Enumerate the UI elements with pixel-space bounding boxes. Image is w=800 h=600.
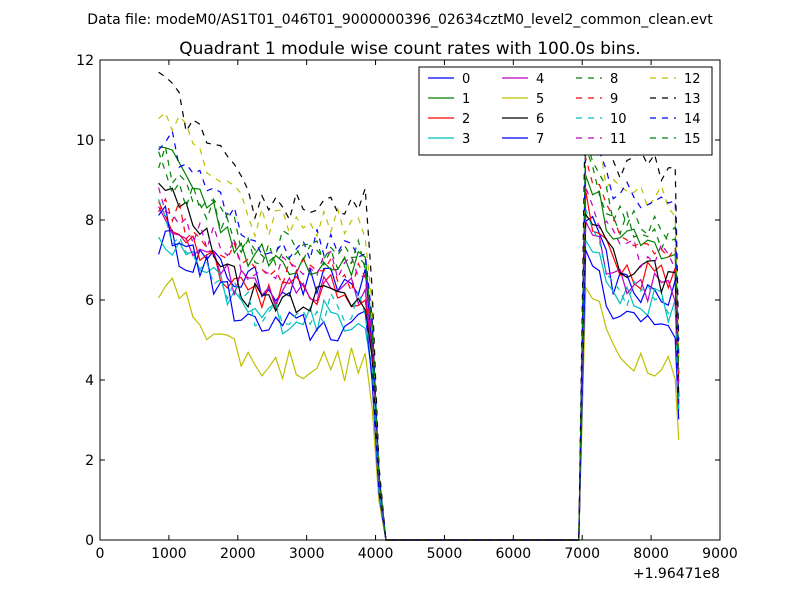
legend-label-9: 9: [610, 92, 618, 107]
y-tick-label: 4: [85, 373, 94, 389]
x-tick-label: 3000: [289, 546, 325, 562]
series-line-15: [158, 139, 680, 541]
y-tick-label: 6: [85, 293, 94, 309]
chart-title: Quadrant 1 module wise count rates with …: [179, 39, 640, 59]
x-tick-label: 2000: [220, 546, 256, 562]
legend-box: [418, 66, 713, 156]
legend-label-14: 14: [684, 112, 701, 127]
legend-label-5: 5: [536, 92, 544, 107]
series-line-4: [158, 206, 680, 541]
legend-label-1: 1: [462, 92, 470, 107]
series-line-6: [158, 182, 680, 541]
y-tick-label: 8: [85, 213, 94, 229]
series-line-8: [158, 147, 680, 541]
series-line-14: [158, 129, 680, 541]
series-line-9: [158, 157, 680, 541]
legend-label-12: 12: [684, 72, 701, 87]
legend-label-15: 15: [684, 132, 701, 147]
x-tick-label: 9000: [702, 546, 738, 562]
legend-label-7: 7: [536, 132, 544, 147]
tick-layer: 0 1000 2000 3000 4000 5000 6000 7000 8000 9000 0 2 4…: [76, 53, 738, 562]
y-tick-label: 12: [76, 53, 94, 69]
series-line-12: [158, 111, 680, 541]
series-layer: [158, 71, 680, 541]
x-offset-label: +1.96471e8: [633, 566, 720, 582]
x-tick-label: 7000: [564, 546, 600, 562]
x-tick-label: 0: [96, 546, 105, 562]
chart-suptitle: Data file: modeM0/AS1T01_046T01_90000003…: [87, 12, 713, 28]
series-line-1: [158, 146, 680, 541]
y-tick-label: 2: [85, 453, 94, 469]
x-tick-label: 4000: [358, 546, 394, 562]
y-tick-label: 10: [76, 133, 94, 149]
legend-label-2: 2: [462, 112, 470, 127]
series-line-11: [158, 187, 680, 541]
legend-label-6: 6: [536, 112, 544, 127]
legend-label-4: 4: [536, 72, 544, 87]
legend-label-13: 13: [684, 92, 701, 107]
x-tick-label: 5000: [427, 546, 463, 562]
legend-label-8: 8: [610, 72, 618, 87]
x-tick-label: 8000: [633, 546, 669, 562]
series-line-5: [158, 276, 680, 541]
series-line-0: [158, 215, 680, 541]
legend-label-3: 3: [462, 132, 470, 147]
x-tick-label: 6000: [496, 546, 532, 562]
x-tick-label: 1000: [151, 546, 187, 562]
legend-label-0: 0: [462, 72, 470, 87]
series-line-10: [158, 199, 680, 541]
legend-label-11: 11: [610, 132, 627, 147]
series-line-7: [158, 204, 680, 541]
legend-label-10: 10: [610, 112, 627, 127]
y-tick-label: 0: [85, 533, 94, 549]
